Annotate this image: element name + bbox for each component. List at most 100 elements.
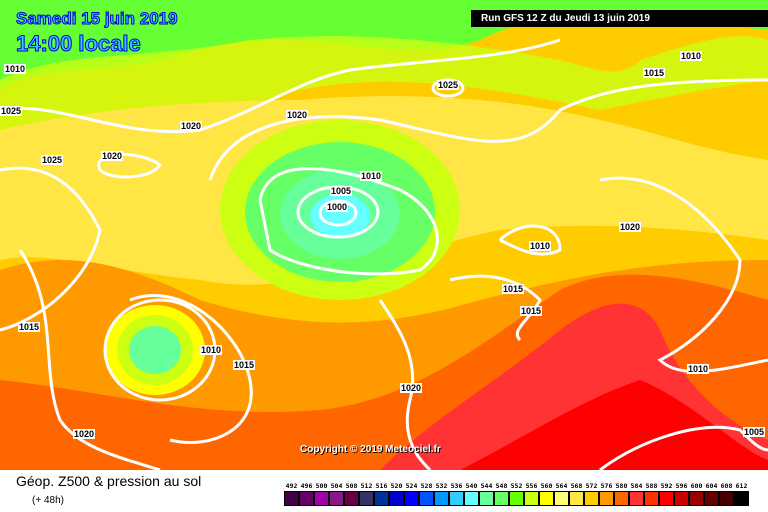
legend-swatch <box>508 491 524 506</box>
run-info: Run GFS 12 Z du Jeudi 13 juin 2019 <box>471 10 768 27</box>
legend-item: 528 <box>418 481 434 506</box>
legend-label: 528 <box>420 482 433 490</box>
legend-swatch <box>418 491 434 506</box>
legend-item: 608 <box>718 481 734 506</box>
legend-item: 516 <box>373 481 389 506</box>
legend-swatch <box>673 491 689 506</box>
legend-item: 568 <box>568 481 584 506</box>
legend-label: 552 <box>510 482 523 490</box>
legend-item: 500 <box>313 481 329 506</box>
map-caption: Géop. Z500 & pression au sol <box>16 473 202 489</box>
isobar-label: 1020 <box>619 222 642 232</box>
legend-swatch <box>703 491 719 506</box>
legend-item: 512 <box>358 481 374 506</box>
legend-label: 492 <box>285 482 298 490</box>
legend-swatch <box>643 491 659 506</box>
isobar-label: 1000 <box>326 202 349 212</box>
legend-item: 540 <box>463 481 479 506</box>
legend-label: 604 <box>705 482 718 490</box>
legend-label: 568 <box>570 482 583 490</box>
isobar-label: 1015 <box>502 284 525 294</box>
legend-label: 580 <box>615 482 628 490</box>
legend-label: 560 <box>540 482 553 490</box>
legend-item: 524 <box>403 481 419 506</box>
legend-item: 504 <box>328 481 344 506</box>
isobar-label: 1010 <box>687 364 710 374</box>
legend-label: 588 <box>645 482 658 490</box>
legend-item: 556 <box>523 481 539 506</box>
isobar-label: 1005 <box>330 186 353 196</box>
legend-item: 548 <box>493 481 509 506</box>
legend-label: 544 <box>480 482 493 490</box>
isobars <box>0 38 768 470</box>
geopotential-map <box>0 0 768 470</box>
legend-swatch <box>298 491 314 506</box>
legend-swatch <box>373 491 389 506</box>
legend-label: 536 <box>450 482 463 490</box>
legend-swatch <box>658 491 674 506</box>
isobar-label: 1020 <box>400 383 423 393</box>
legend-swatch <box>613 491 629 506</box>
isobar-label: 1015 <box>233 360 256 370</box>
forecast-lead: (+ 48h) <box>32 495 64 506</box>
isobar-label: 1025 <box>0 106 23 116</box>
legend-item: 584 <box>628 481 644 506</box>
legend-label: 512 <box>360 482 373 490</box>
legend-label: 608 <box>720 482 733 490</box>
legend-item: 576 <box>598 481 614 506</box>
isobar-label: 1020 <box>180 121 203 131</box>
legend-swatch <box>493 491 509 506</box>
legend-item: 612 <box>733 481 749 506</box>
legend-swatch <box>568 491 584 506</box>
legend-label: 612 <box>735 482 748 490</box>
isobar-label: 1010 <box>200 345 223 355</box>
legend-item: 532 <box>433 481 449 506</box>
legend-label: 520 <box>390 482 403 490</box>
legend-label: 576 <box>600 482 613 490</box>
forecast-date: Samedi 15 juin 2019 <box>16 9 179 28</box>
legend-item: 564 <box>553 481 569 506</box>
legend-label: 496 <box>300 482 313 490</box>
legend-swatch <box>553 491 569 506</box>
legend-label: 500 <box>315 482 328 490</box>
legend-swatch <box>283 491 299 506</box>
isobar-label: 1010 <box>4 64 27 74</box>
legend-label: 516 <box>375 482 388 490</box>
legend-item: 536 <box>448 481 464 506</box>
legend-item: 580 <box>613 481 629 506</box>
legend-item: 552 <box>508 481 524 506</box>
legend-swatch <box>733 491 749 506</box>
legend-swatch <box>313 491 329 506</box>
legend-label: 584 <box>630 482 643 490</box>
legend-swatch <box>598 491 614 506</box>
legend-item: 544 <box>478 481 494 506</box>
legend-swatch <box>463 491 479 506</box>
legend-label: 572 <box>585 482 598 490</box>
isobar-label: 1020 <box>286 110 309 120</box>
legend-swatch <box>523 491 539 506</box>
legend-swatch <box>343 491 359 506</box>
legend-swatch <box>328 491 344 506</box>
legend-label: 548 <box>495 482 508 490</box>
legend-item: 600 <box>688 481 704 506</box>
copyright: Copyright © 2019 Meteociel.fr <box>300 444 441 455</box>
isobar-label: 1015 <box>18 322 41 332</box>
isobar-label: 1020 <box>101 151 124 161</box>
legend-label: 600 <box>690 482 703 490</box>
isobar-label: 1015 <box>643 68 666 78</box>
legend-swatch <box>403 491 419 506</box>
isobar-label: 1010 <box>680 51 703 61</box>
legend-item: 492 <box>283 481 299 506</box>
legend-label: 596 <box>675 482 688 490</box>
legend-item: 520 <box>388 481 404 506</box>
legend-swatch <box>448 491 464 506</box>
forecast-time: 14:00 locale <box>16 31 142 56</box>
legend-label: 540 <box>465 482 478 490</box>
legend-swatch <box>628 491 644 506</box>
legend-swatch <box>538 491 554 506</box>
isobar-label: 1025 <box>41 155 64 165</box>
legend-label: 504 <box>330 482 343 490</box>
legend-label: 532 <box>435 482 448 490</box>
isobar-label: 1020 <box>73 429 96 439</box>
legend-item: 596 <box>673 481 689 506</box>
